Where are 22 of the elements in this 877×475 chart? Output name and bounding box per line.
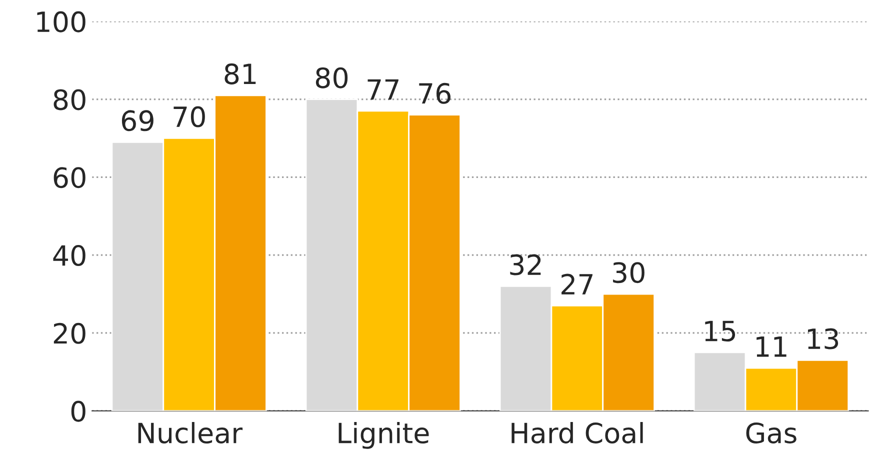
data-label: 69 [122, 110, 154, 132]
x-tick-label: Lignite [338, 422, 429, 449]
data-label: 13 [808, 328, 838, 350]
x-tick-label: Hard Coal [512, 422, 643, 444]
x-tick-label: Nuclear [138, 422, 243, 444]
data-label: 70 [174, 106, 205, 128]
data-label: 11 [756, 336, 786, 357]
y-tick-label: 20 [54, 322, 86, 344]
data-label: 81 [224, 63, 256, 84]
x-tick-label: Gas [746, 422, 796, 444]
data-label: 32 [510, 254, 541, 276]
y-tick-label: 80 [54, 89, 86, 110]
data-label: 30 [613, 262, 644, 284]
y-tick-label: 0 [71, 400, 86, 422]
data-label: 76 [419, 82, 450, 104]
data-label: 80 [316, 67, 348, 88]
data-label: 27 [562, 274, 592, 294]
data-label: 15 [705, 320, 736, 342]
data-label: 77 [368, 79, 398, 100]
y-tick-label: 40 [53, 245, 86, 266]
y-tick-label: 100 [37, 11, 86, 32]
y-tick-label: 60 [54, 167, 86, 188]
